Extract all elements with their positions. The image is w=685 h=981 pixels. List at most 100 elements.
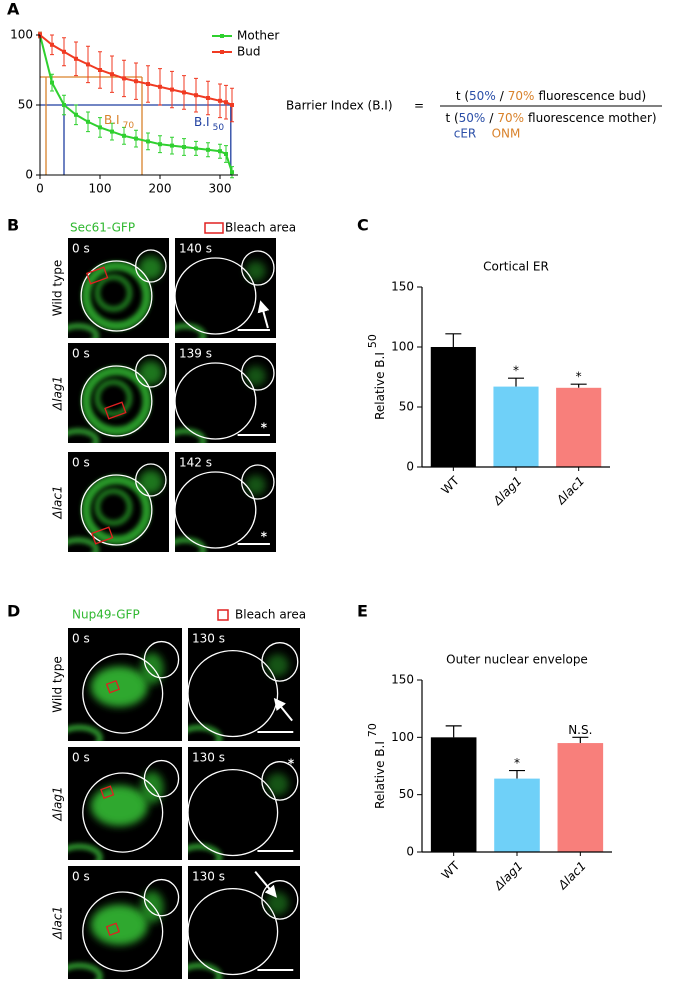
- point: [62, 49, 66, 54]
- micrograph: 130 s: [188, 628, 300, 741]
- neighbor-cell: [175, 323, 207, 338]
- cell-outline: [135, 463, 167, 497]
- row-label: Δlac1: [51, 485, 65, 519]
- significance-label: N.S.: [568, 723, 592, 737]
- point: [206, 96, 210, 100]
- point: [134, 136, 138, 141]
- point: [230, 103, 234, 107]
- row-label: Δlag1: [51, 376, 65, 411]
- neighbor-cell: [188, 843, 223, 860]
- formula-text: /: [500, 89, 505, 103]
- y-axis-label: Relative B.I 50: [366, 334, 387, 420]
- micrograph: * 130 s: [188, 747, 300, 860]
- bleach-area: [105, 679, 120, 694]
- nucleus: [94, 379, 133, 417]
- x-tick-label: 0: [36, 182, 44, 196]
- micrograph-bg: [188, 866, 300, 979]
- bud-signal: [138, 256, 163, 280]
- cell-outline: [188, 887, 279, 976]
- annotation: B.I 70: [104, 113, 134, 131]
- er-ring: [81, 261, 152, 331]
- y-axis-label-text: Relative B.I: [373, 352, 387, 420]
- row-label: Wild type: [51, 260, 65, 317]
- neighbor-cell: [188, 724, 223, 741]
- point: [122, 76, 126, 81]
- x-tick-label: 100: [89, 182, 112, 196]
- point: [98, 68, 102, 72]
- bud-signal: [140, 771, 164, 804]
- point: [194, 146, 198, 151]
- bud-signal: [266, 891, 289, 915]
- point: [182, 90, 186, 95]
- cell-outline: [261, 761, 299, 801]
- annotation-sub: 50: [213, 123, 225, 133]
- legend-label: Bud: [237, 45, 260, 59]
- micrograph-bg: [175, 238, 276, 338]
- cell-outline: [135, 249, 167, 283]
- formula-text: t (: [456, 89, 469, 103]
- nuclear-signal: [90, 785, 148, 827]
- significance-label: *: [514, 756, 520, 770]
- error-bar: [445, 333, 462, 347]
- cell-outline: [188, 768, 279, 857]
- panel-label: B: [7, 216, 19, 235]
- point: [170, 143, 174, 148]
- cell-outline: [82, 653, 164, 734]
- x-tick-label: Δlac1: [555, 859, 589, 893]
- point: [74, 56, 78, 61]
- significance-label: *: [513, 364, 519, 378]
- point: [98, 125, 102, 130]
- point: [218, 149, 222, 154]
- cell-outline: [82, 891, 164, 972]
- point: [230, 170, 234, 175]
- micrograph: 0 s: [68, 628, 182, 741]
- formula-text: fluorescence mother): [528, 111, 657, 125]
- bar: [494, 778, 540, 852]
- point: [146, 139, 150, 144]
- point: [194, 93, 198, 98]
- x-tick-label: WT: [439, 858, 463, 882]
- point: [134, 79, 138, 84]
- point: [158, 142, 162, 147]
- arrow: [273, 697, 293, 722]
- x-tick-label: Δlac1: [553, 474, 587, 508]
- x-tick-label: WT: [438, 473, 462, 497]
- significance-label: *: [576, 370, 582, 384]
- point: [218, 98, 222, 103]
- time-label: 130 s: [192, 632, 225, 646]
- formula-equals: =: [414, 99, 424, 113]
- point: [50, 80, 54, 85]
- bud-signal: [266, 772, 289, 796]
- y-tick-label: 50: [18, 98, 33, 112]
- formula-part: t (50% /70% fluorescence bud): [456, 89, 646, 103]
- formula-text: /: [489, 111, 494, 125]
- chart-title: Cortical ER: [483, 260, 549, 274]
- marker-name: Nup49-GFP: [72, 608, 140, 622]
- cell-outline: [80, 260, 153, 332]
- er-ring: [81, 366, 152, 436]
- error-bar: [509, 769, 525, 779]
- time-label: 142 s: [179, 456, 212, 470]
- formula-pct: 50%: [459, 111, 486, 125]
- bud-signal: [140, 890, 164, 923]
- y-tick-label: 0: [406, 845, 414, 859]
- y-tick-label: 0: [25, 168, 33, 182]
- cell-outline: [241, 250, 275, 286]
- nucleus: [94, 488, 133, 526]
- time-label: 0 s: [72, 456, 90, 470]
- micrograph: 0 s: [68, 866, 182, 979]
- y-tick-label: 50: [399, 787, 414, 801]
- cell-outline: [261, 642, 299, 682]
- asterisk: *: [261, 421, 268, 435]
- bleach-area: [86, 266, 109, 285]
- formula-text: t (: [445, 111, 458, 125]
- formula-pct: 70%: [508, 89, 535, 103]
- panel-label: A: [7, 0, 20, 19]
- bleach-legend: Bleach area: [225, 221, 296, 235]
- neighbor-cell: [68, 428, 100, 443]
- bleach-area: [104, 401, 127, 420]
- time-label: 130 s: [192, 870, 225, 884]
- cell-outline: [188, 649, 279, 738]
- time-label: 140 s: [179, 242, 212, 256]
- row-label: Δlag1: [51, 786, 65, 821]
